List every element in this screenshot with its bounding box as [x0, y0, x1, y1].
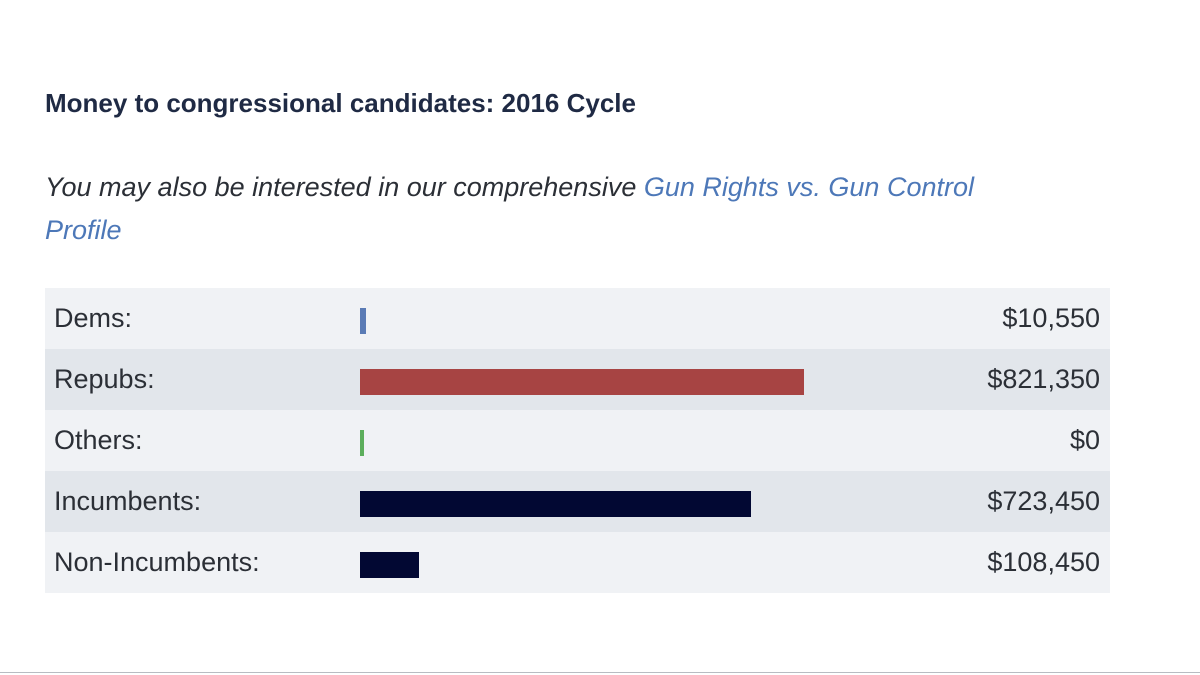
bar-non-incumbents: [360, 552, 419, 578]
label-repubs: Repubs:: [54, 364, 155, 394]
gun-rights-profile-link[interactable]: Gun Rights vs. Gun Control Profile: [45, 172, 974, 245]
label-non-incumbents: Non-Incumbents:: [54, 547, 260, 577]
label-dems: Dems:: [54, 303, 133, 333]
value-dems: $10,550: [1002, 303, 1100, 333]
row-dems: Dems: $10,550: [45, 288, 1110, 349]
bar-dems: [360, 308, 366, 334]
bar-incumbents: [360, 491, 752, 517]
value-others: $0: [1069, 425, 1100, 455]
row-non-incumbents: Non-Incumbents: $108,450: [45, 532, 1110, 593]
intro-prefix: You may also be interested in our compre…: [45, 172, 644, 202]
contribution-bar-chart: Dems: $10,550 Repubs: $821,350 Others: $0 Incu…: [45, 288, 1110, 593]
row-others: Others: $0: [45, 410, 1110, 471]
bar-others: [360, 430, 364, 456]
bottom-divider: [0, 672, 1200, 673]
chart-title: Money to congressional candidates: 2016 …: [45, 88, 636, 118]
value-non-incumbents: $108,450: [987, 547, 1100, 577]
intro-text: You may also be interested in our compre…: [45, 166, 1055, 252]
row-repubs: Repubs: $821,350: [45, 349, 1110, 410]
label-incumbents: Incumbents:: [54, 486, 202, 516]
label-others: Others:: [54, 425, 143, 455]
bar-repubs: [360, 369, 804, 395]
value-repubs: $821,350: [987, 364, 1100, 394]
row-incumbents: Incumbents: $723,450: [45, 471, 1110, 532]
value-incumbents: $723,450: [987, 486, 1100, 516]
